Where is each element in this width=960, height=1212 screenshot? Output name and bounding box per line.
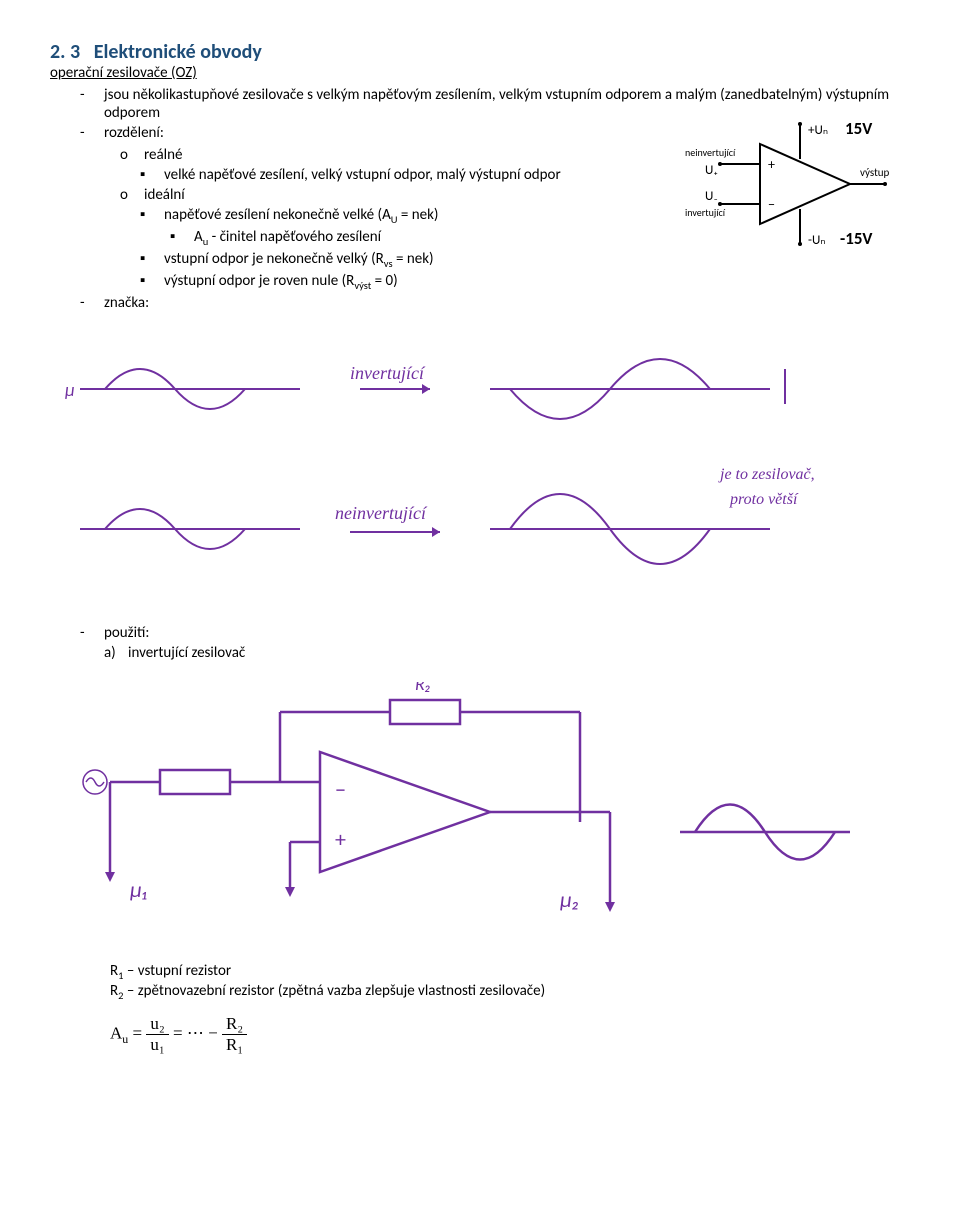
section-title: Elektronické obvody <box>94 40 262 64</box>
formula-au: Au = u₂ u₁ = ⋯ − R₂ R₁ <box>110 1014 910 1055</box>
dash-icon: - <box>80 624 104 642</box>
t: R₂ <box>222 1014 247 1035</box>
dash-icon: - <box>80 294 104 312</box>
idealni-text: ideální <box>144 186 185 204</box>
bullet-pouziti: - použití: <box>80 624 910 642</box>
t: = 0) <box>371 272 397 290</box>
t: - činitel napěťového zesílení <box>208 228 381 246</box>
znacka-text: značka: <box>104 294 149 312</box>
svg-text:+: + <box>768 156 775 173</box>
pouziti-a-text: invertující zesilovač <box>128 644 245 662</box>
sub-realne: o reálné <box>120 146 680 164</box>
sub-idealni: o ideální <box>120 186 680 204</box>
frac-u: u₂ u₁ <box>146 1014 168 1055</box>
rozdeleni-text: rozdělení: <box>104 124 164 142</box>
circuit-sketch: R₂ − + μ₁ μ₂ <box>50 682 910 942</box>
svg-text:U₋: U₋ <box>705 189 718 204</box>
bullet-list: - jsou několikastupňové zesilovače s vel… <box>80 86 910 314</box>
sq-realne-sub: ▪ velké napěťové zesílení, velký vstupní… <box>140 166 680 184</box>
pouziti-text: použití: <box>104 624 149 642</box>
opamp-symbol-diagram: + − neinvertující invertující U₊ U₋ +Uₙ … <box>680 104 910 269</box>
section-heading: 2. 3 Elektronické obvody <box>50 40 910 64</box>
sq-idealni-1: ▪ napěťové zesílení nekonečně velké (AU … <box>140 206 680 226</box>
t: u₂ <box>146 1014 168 1035</box>
svg-text:U₊: U₊ <box>705 163 718 178</box>
t: U <box>391 213 398 226</box>
square-icon: ▪ <box>140 206 164 224</box>
t: u <box>122 1032 128 1046</box>
bullet-znacka: - značka: <box>80 294 680 312</box>
square-icon: ▪ <box>140 250 164 268</box>
t: = nek) <box>393 250 434 268</box>
t: – vstupní rezistor <box>123 962 231 980</box>
t: vs <box>384 257 393 270</box>
t: R₁ <box>222 1035 247 1055</box>
idealni-sub1: napěťové zesílení nekonečně velké (AU = … <box>164 206 438 226</box>
svg-text:μ: μ <box>65 379 75 401</box>
svg-text:výstup: výstup <box>860 166 890 179</box>
frac-r: R₂ R₁ <box>222 1014 247 1055</box>
svg-text:neinvertující: neinvertující <box>335 503 428 523</box>
svg-text:R₂: R₂ <box>415 682 431 695</box>
svg-text:μ₁: μ₁ <box>130 876 147 903</box>
label-neinvert: neinvertující <box>685 146 736 159</box>
pouziti-a: a) invertující zesilovač <box>104 644 910 662</box>
svg-text:−: − <box>768 196 775 213</box>
sq-idealni-3: ▪ výstupní odpor je roven nule (Rvýst = … <box>140 272 680 292</box>
t: – zpětnovazební rezistor (zpětná vazba z… <box>123 982 545 1000</box>
waveform-sketches: μ invertující neinvertující je to zesilo… <box>50 334 910 614</box>
dash-icon: - <box>80 86 104 104</box>
idealni-sub3: výstupní odpor je roven nule (Rvýst = 0) <box>164 272 398 292</box>
square-icon: ▪ <box>140 166 164 184</box>
t: = ⋯ − <box>173 1023 222 1042</box>
r1-desc: R1 – vstupní rezistor <box>110 962 910 982</box>
realne-text: reálné <box>144 146 182 164</box>
r2-desc: R2 – zpětnovazební rezistor (zpětná vazb… <box>110 982 910 1002</box>
idealni-sub2: vstupní odpor je nekonečně velký (Rvs = … <box>164 250 434 270</box>
t: = nek) <box>398 206 439 224</box>
svg-text:je to zesilovač,: je to zesilovač, <box>718 466 815 483</box>
idealni-note: Au - činitel napěťového zesílení <box>194 228 381 248</box>
svg-text:−: − <box>335 776 346 803</box>
t: napěťové zesílení nekonečně velké (A <box>164 206 391 224</box>
t: A <box>110 1023 122 1042</box>
svg-text:+: + <box>335 826 346 853</box>
section-number: 2. 3 <box>50 40 80 64</box>
circle-icon: o <box>120 186 144 204</box>
dash-icon: - <box>80 124 104 142</box>
t: vstupní odpor je nekonečně velký (R <box>164 250 384 268</box>
square-icon: ▪ <box>140 272 164 290</box>
svg-text:μ₂: μ₂ <box>560 886 579 913</box>
t: u₁ <box>146 1035 168 1055</box>
svg-text:invertující: invertující <box>350 363 426 383</box>
square-icon: ▪ <box>170 228 194 246</box>
t: A <box>194 228 203 246</box>
svg-text:proto větší: proto větší <box>729 491 799 508</box>
svg-text:+Uₙ: +Uₙ <box>808 123 828 138</box>
t: R <box>110 962 118 980</box>
pouziti-section: - použití: a) invertující zesilovač <box>80 624 910 662</box>
circle-icon: o <box>120 146 144 164</box>
t: R <box>110 982 118 1000</box>
svg-text:-Uₙ: -Uₙ <box>808 233 826 248</box>
t: výst <box>354 279 371 292</box>
sq-idealni-1-note: ▪ Au - činitel napěťového zesílení <box>170 228 680 248</box>
svg-text:15V: 15V <box>845 118 873 139</box>
t: = <box>132 1023 146 1042</box>
resistor-description: R1 – vstupní rezistor R2 – zpětnovazební… <box>110 962 910 1002</box>
t: výstupní odpor je roven nule (R <box>164 272 354 290</box>
svg-text:-15V: -15V <box>840 228 873 249</box>
section-subtitle: operační zesilovače (OZ) <box>50 64 910 82</box>
sq-idealni-2: ▪ vstupní odpor je nekonečně velký (Rvs … <box>140 250 680 270</box>
realne-sub-text: velké napěťové zesílení, velký vstupní o… <box>164 166 561 184</box>
label-invert: invertující <box>685 206 726 219</box>
letter-a: a) <box>104 644 128 662</box>
